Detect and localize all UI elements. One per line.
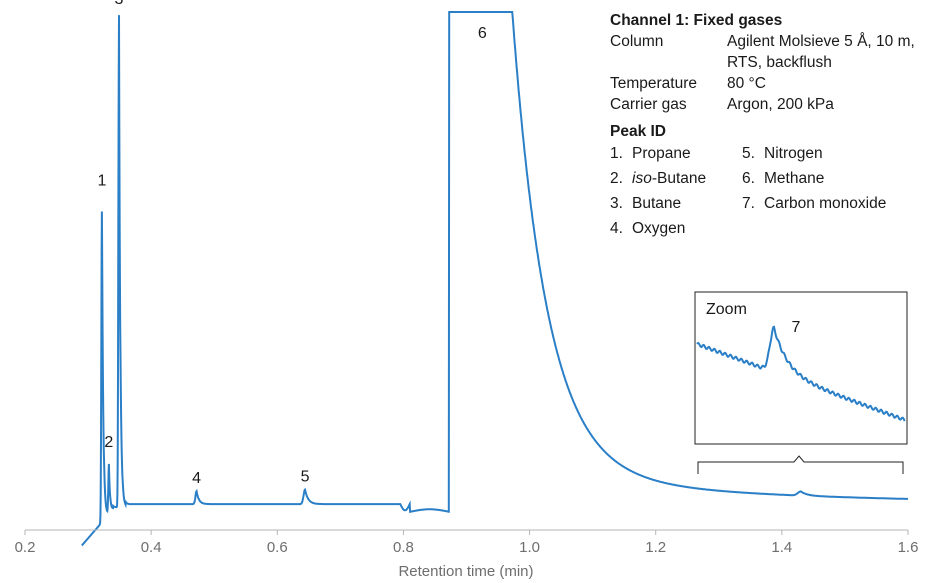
method-info-panel: Channel 1: Fixed gases Column Agilent Mo… (610, 10, 950, 242)
peak-id-name: Nitrogen (764, 145, 823, 162)
zoom-trace (696, 325, 906, 422)
peak-id-number: 6. (742, 170, 755, 187)
x-tick-label: 1.2 (645, 539, 666, 556)
method-key: Carrier gas (610, 96, 687, 113)
x-tick-label: 0.6 (267, 539, 288, 556)
trace-layer (81, 11, 908, 547)
zoom-inset: Zoom 7 (694, 291, 908, 474)
peak-id-item: 5. Nitrogen (742, 142, 942, 167)
zoom-bracket (697, 455, 904, 474)
x-tick-layer: 0.2 0.4 0.6 0.8 1.0 1.2 1.4 1.6 (15, 530, 919, 556)
method-key: Temperature (610, 75, 698, 92)
peak-label: 2 (104, 434, 113, 451)
peak-label-layer: 1 2 3 4 5 6 (97, 0, 486, 487)
peak-id-item: 4. Oxygen (610, 217, 742, 242)
peak-id-name: Carbon monoxide (764, 195, 887, 212)
peak-id-list: 1. Propane 2. iso-Butane 3. Butane 4. Oxygen… (610, 142, 950, 242)
peak-id-item: 7. Carbon monoxide (742, 192, 942, 217)
peak-id-number: 3. (610, 195, 623, 212)
peak-label: 4 (192, 470, 201, 487)
x-tick-label: 1.6 (898, 539, 919, 556)
peak-id-name: Oxygen (632, 220, 686, 237)
x-tick-label: 0.8 (393, 539, 414, 556)
peak-label: 6 (478, 25, 487, 42)
x-axis-title: Retention time (min) (398, 563, 533, 580)
method-value: Argon, 200 kPa (727, 96, 834, 113)
peak-id-title: Peak ID (610, 123, 667, 140)
zoom-peak-label: 7 (792, 319, 801, 336)
peak-label: 1 (97, 172, 106, 189)
peak-id-column: 1. Propane 2. iso-Butane 3. Butane 4. Oxygen (610, 142, 742, 242)
peak-id-name: Propane (632, 145, 691, 162)
peak-label: 3 (115, 0, 124, 8)
method-title: Channel 1: Fixed gases (610, 12, 783, 29)
peak-id-column: 5. Nitrogen 6. Methane 7. Carbon monoxide (742, 142, 942, 242)
method-row: Temperature 80 °C (610, 73, 915, 94)
peak-id-name: Butane (632, 195, 682, 212)
peak-id-number: 1. (610, 145, 623, 162)
method-value: Agilent Molsieve 5 Å, 10 m, RTS, backflus… (727, 31, 915, 73)
x-tick-label: 0.4 (141, 539, 162, 556)
chromatogram-trace (81, 11, 908, 547)
peak-id-item: 1. Propane (610, 142, 742, 167)
method-row: Carrier gas Argon, 200 kPa (610, 94, 915, 115)
method-key: Column (610, 33, 664, 50)
peak-id-number: 7. (742, 195, 755, 212)
zoom-box (694, 291, 908, 445)
method-value: 80 °C (727, 75, 766, 92)
method-row: Column Agilent Molsieve 5 Å, 10 m, RTS, b… (610, 31, 915, 73)
x-tick-label: 1.0 (519, 539, 540, 556)
method-value-line: RTS, backflush (727, 54, 832, 71)
peak-id-name-italic: iso (632, 170, 652, 187)
method-table: Column Agilent Molsieve 5 Å, 10 m, RTS, b… (610, 31, 915, 115)
peak-id-number: 5. (742, 145, 755, 162)
peak-id-item: 6. Methane (742, 167, 942, 192)
peak-id-item: 2. iso-Butane (610, 167, 742, 192)
x-tick-label: 0.2 (15, 539, 36, 556)
x-tick-label: 1.4 (771, 539, 792, 556)
zoom-title: Zoom (706, 301, 747, 318)
peak-id-number: 4. (610, 220, 623, 237)
peak-id-name: -Butane (651, 170, 707, 187)
peak-id-name: Methane (764, 170, 825, 187)
method-value-line: Agilent Molsieve 5 Å, 10 m, (727, 33, 915, 50)
peak-id-number: 2. (610, 170, 623, 187)
peak-label: 5 (301, 469, 310, 486)
peak-id-item: 3. Butane (610, 192, 742, 217)
